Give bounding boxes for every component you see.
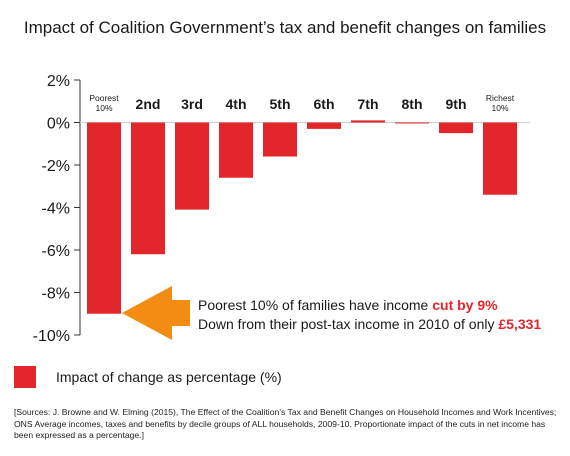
chart-title: Impact of Coalition Government’s tax and… <box>23 18 547 37</box>
sources-note: [Sources: J. Browne and W. Elming (2015)… <box>14 407 557 440</box>
y-tick-label: -10% <box>33 328 70 345</box>
category-label: 10% <box>491 103 508 113</box>
category-label: 2nd <box>136 96 161 112</box>
bar <box>351 120 385 123</box>
bars <box>87 120 517 314</box>
bar <box>87 122 121 314</box>
bar <box>307 122 341 129</box>
legend-swatch <box>14 366 36 388</box>
category-label: 10% <box>95 103 112 113</box>
category-label: 8th <box>402 96 423 112</box>
bar <box>219 122 253 178</box>
legend-label: Impact of change as percentage (%) <box>56 369 282 385</box>
legend: Impact of change as percentage (%) <box>14 366 282 388</box>
annotation-line-2-text: Down from their post-tax income in 2010 … <box>198 316 499 332</box>
bar <box>175 122 209 210</box>
category-label: 5th <box>270 96 291 112</box>
bar <box>439 122 473 134</box>
category-label: 4th <box>226 96 247 112</box>
annotation-text: Poorest 10% of families have income cut … <box>198 296 541 334</box>
category-label: 7th <box>358 96 379 112</box>
annotation-line-2: Down from their post-tax income in 2010 … <box>198 315 541 334</box>
category-label: Richest <box>486 93 515 103</box>
y-tick-label: -4% <box>42 201 70 218</box>
bar <box>131 122 165 255</box>
bar <box>395 122 429 124</box>
y-tick-label: -8% <box>42 286 70 303</box>
category-label: 9th <box>446 96 467 112</box>
bar <box>263 122 297 157</box>
y-tick-label: -2% <box>42 158 70 175</box>
bar <box>483 122 517 195</box>
y-tick-label: 2% <box>47 73 70 90</box>
y-tick-label: -6% <box>42 243 70 260</box>
annotation-highlight-cut: cut by 9% <box>432 297 498 313</box>
y-tick-label: 0% <box>47 116 70 133</box>
annotation-line-1-text: Poorest 10% of families have income <box>198 297 433 313</box>
category-label: Poorest <box>89 93 119 103</box>
annotation-highlight-income: £5,331 <box>498 316 542 332</box>
annotation-arrow <box>122 286 190 340</box>
category-label: 3rd <box>181 96 203 112</box>
annotation-line-1: Poorest 10% of families have income cut … <box>198 296 541 315</box>
category-label: 6th <box>314 96 335 112</box>
